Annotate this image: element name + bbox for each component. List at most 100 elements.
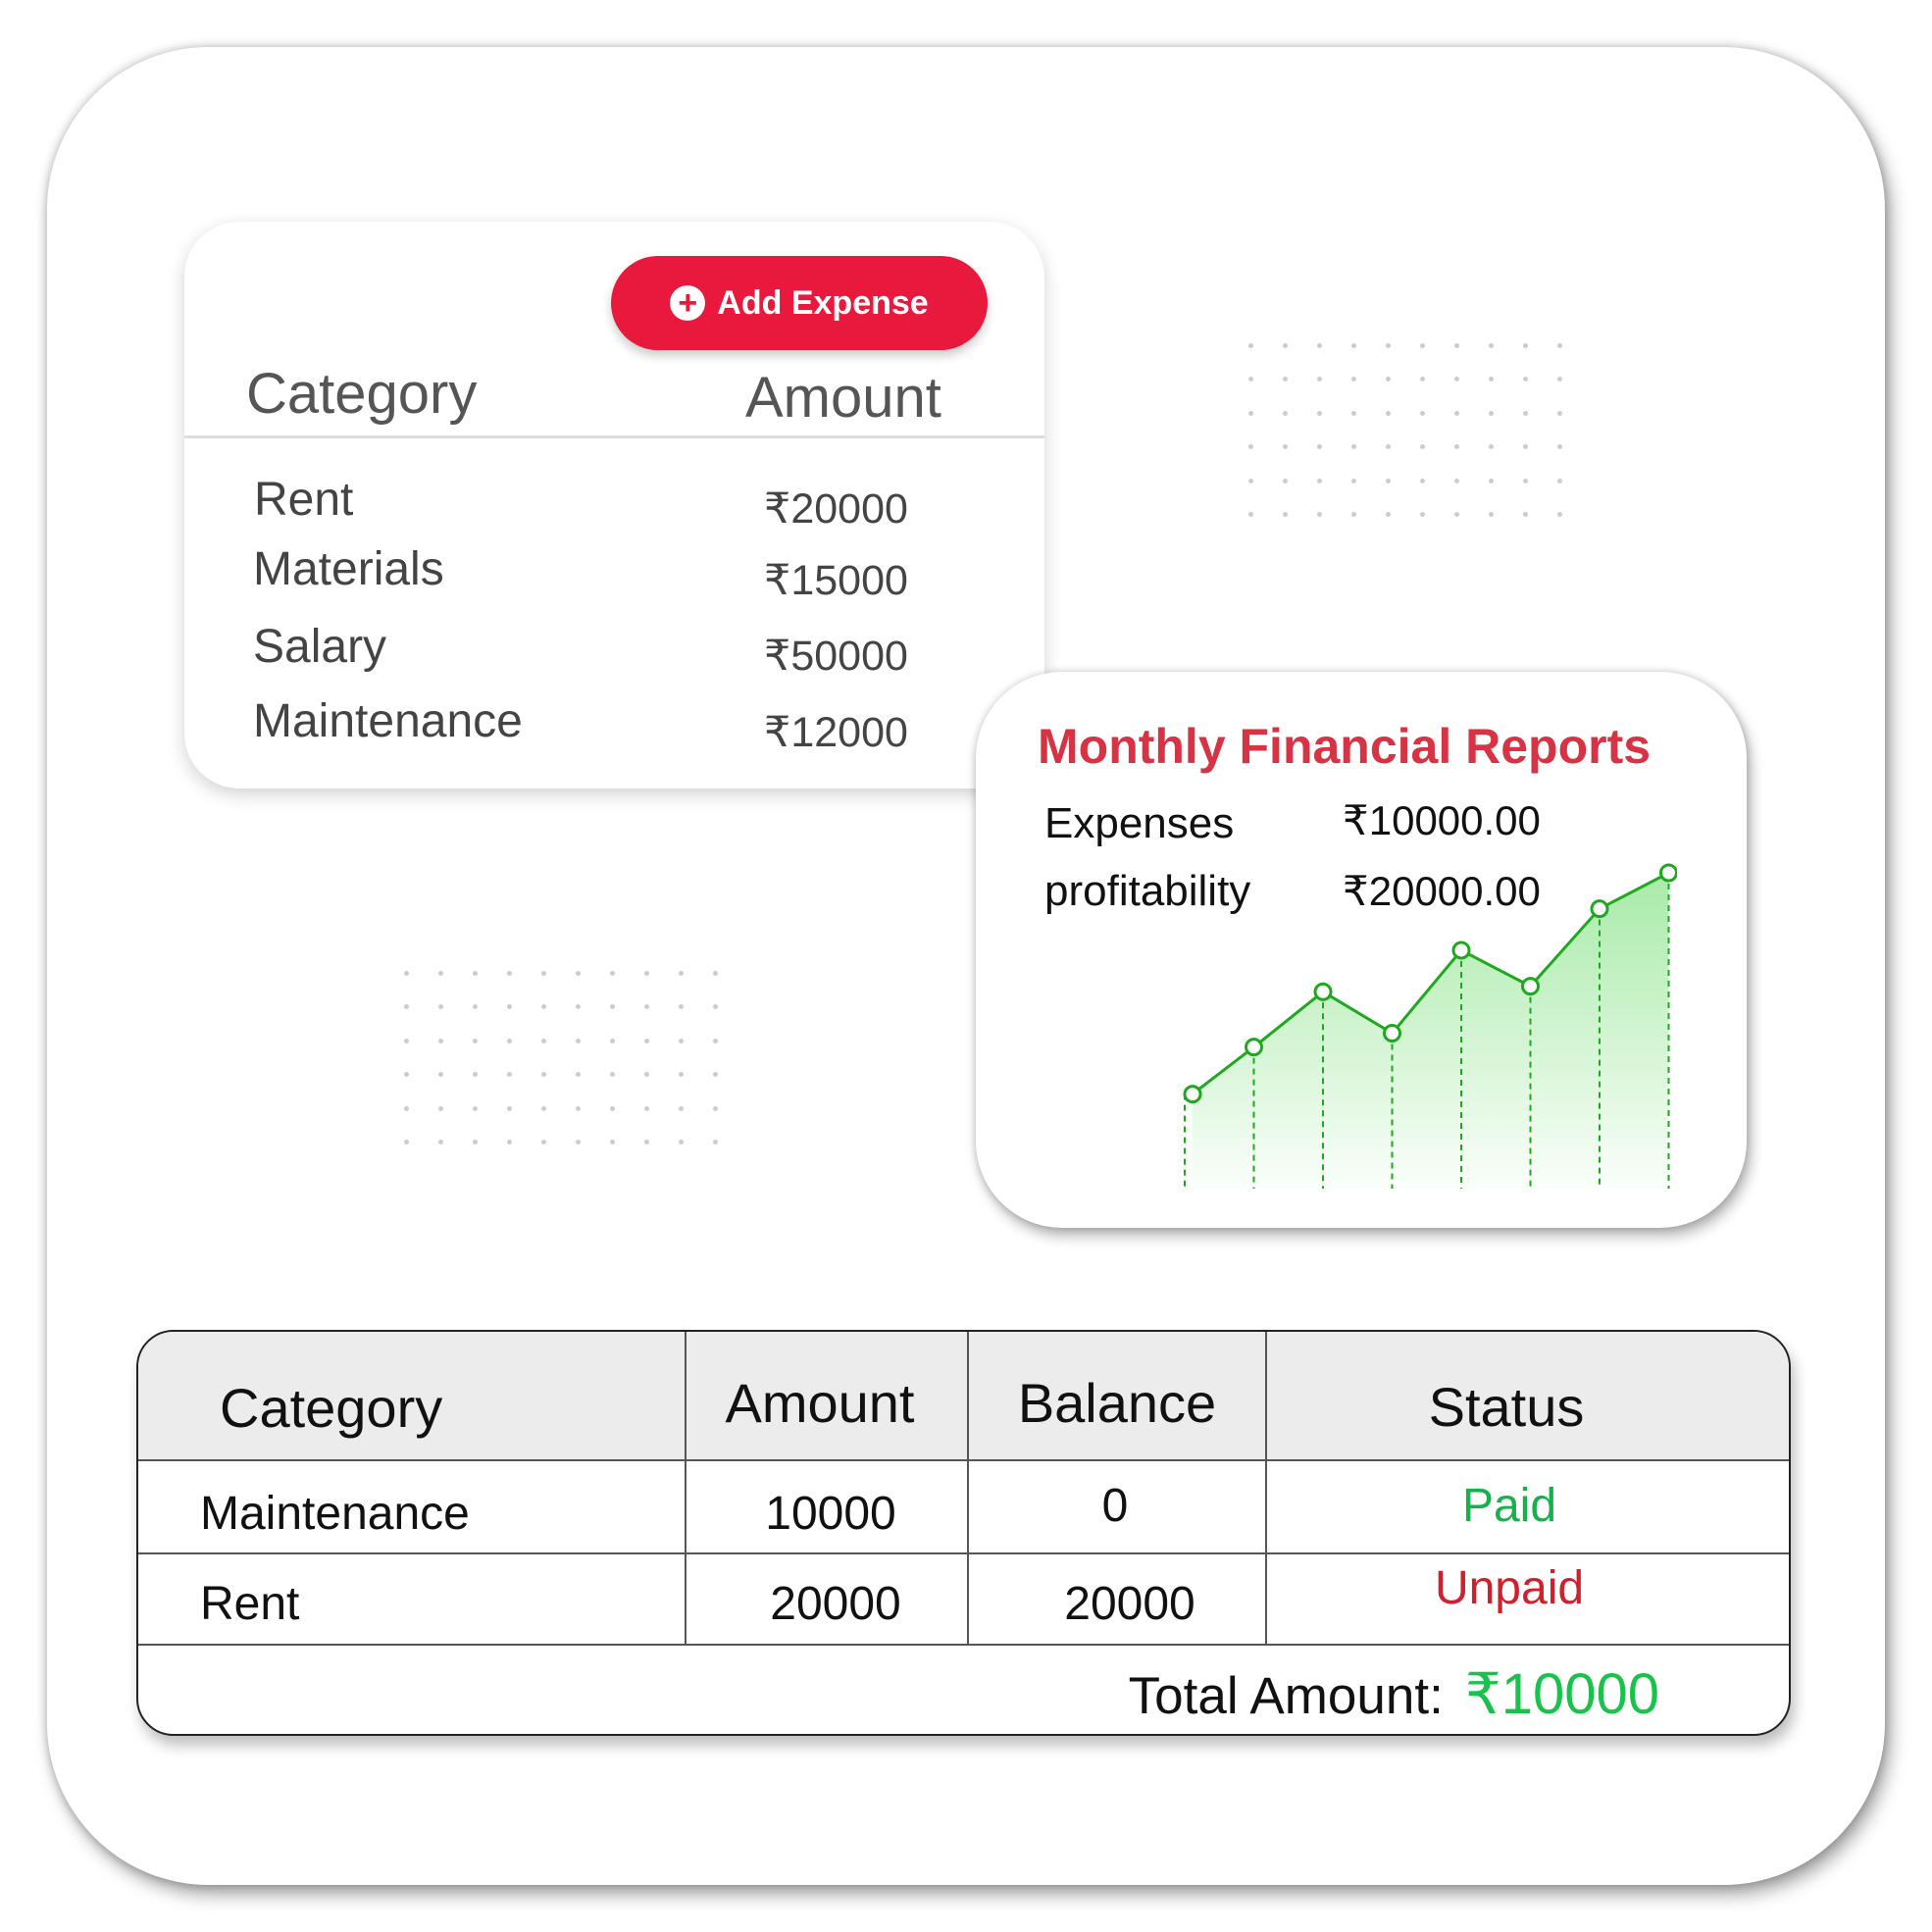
header-divider: [184, 435, 1044, 438]
category-header: Category: [246, 362, 478, 426]
dot: [610, 1038, 615, 1043]
dot: [713, 1072, 718, 1078]
dot: [1557, 410, 1562, 416]
dot: [1317, 444, 1322, 450]
row-divider: [138, 1552, 1789, 1554]
expense-category: Rent: [254, 474, 354, 526]
data-point: [1590, 899, 1609, 919]
dot: [1523, 410, 1528, 416]
dot: [1317, 511, 1322, 517]
dot: [713, 1004, 718, 1010]
summary-table: Category Amount Balance Status Maintenan…: [136, 1330, 1791, 1736]
dot-pattern: [1248, 343, 1592, 545]
plus-circle-icon: +: [670, 285, 706, 321]
dot: [1386, 444, 1391, 450]
dot: [473, 1139, 478, 1144]
table-header: [138, 1332, 1789, 1461]
dot: [1386, 377, 1391, 382]
dot: [1523, 377, 1528, 382]
dot: [679, 1004, 684, 1010]
dot: [644, 1004, 649, 1010]
dot: [1317, 478, 1322, 483]
dot: [541, 1072, 546, 1078]
status-unpaid: Unpaid: [1434, 1562, 1585, 1614]
row-balance: 0: [1101, 1480, 1129, 1532]
dot: [473, 1038, 478, 1043]
profitability-label: profitability: [1044, 867, 1251, 915]
dot: [1351, 377, 1356, 382]
data-point: [1521, 977, 1540, 996]
dot: [404, 971, 409, 976]
dot: [438, 971, 443, 976]
data-point: [1183, 1085, 1202, 1104]
dot: [1317, 343, 1322, 348]
area-fill: [1193, 873, 1669, 1189]
dot: [404, 1072, 409, 1078]
expense-amount: ₹15000: [764, 557, 908, 604]
dot: [1351, 410, 1356, 416]
dot: [507, 1139, 512, 1144]
dot: [1248, 444, 1253, 450]
dot: [1454, 444, 1459, 450]
dot: [679, 971, 684, 976]
expense-category: Materials: [253, 543, 444, 595]
row-balance: 20000: [1064, 1578, 1195, 1630]
dot: [1557, 511, 1562, 517]
row-category: Maintenance: [200, 1488, 470, 1540]
dot: [1420, 377, 1425, 382]
column-divider: [967, 1332, 969, 1646]
dot: [679, 1139, 684, 1144]
trend-chart: [1183, 863, 1677, 1189]
dot: [1523, 444, 1528, 450]
data-point: [1245, 1038, 1263, 1057]
dot: [1557, 478, 1562, 483]
dot: [507, 971, 512, 976]
status-paid: Paid: [1461, 1480, 1557, 1532]
dot: [1283, 410, 1288, 416]
dot: [1386, 343, 1391, 348]
dot: [576, 971, 581, 976]
dot: [404, 1105, 409, 1111]
dot: [1523, 343, 1528, 348]
dot: [576, 1038, 581, 1043]
expense-amount: ₹12000: [764, 709, 908, 756]
total-row: Total Amount: ₹10000: [1129, 1660, 1659, 1727]
expense-category: Maintenance: [253, 695, 523, 747]
dot: [1557, 377, 1562, 382]
dot: [473, 1105, 478, 1111]
dot: [1489, 478, 1494, 483]
dot: [1523, 478, 1528, 483]
dot: [1420, 478, 1425, 483]
dot: [679, 1105, 684, 1111]
dot: [644, 1072, 649, 1078]
dot: [1248, 511, 1253, 517]
column-divider: [685, 1332, 686, 1646]
dot: [438, 1139, 443, 1144]
dot: [404, 1139, 409, 1144]
dot: [1489, 410, 1494, 416]
dot: [610, 971, 615, 976]
dot: [507, 1038, 512, 1043]
dot: [610, 1139, 615, 1144]
dot: [610, 1105, 615, 1111]
dot: [1420, 343, 1425, 348]
dot: [1248, 410, 1253, 416]
dot: [541, 1004, 546, 1010]
dot: [1248, 343, 1253, 348]
dot: [438, 1038, 443, 1043]
row-category: Rent: [200, 1578, 300, 1630]
data-point: [1451, 941, 1471, 960]
dot: [576, 1105, 581, 1111]
dot: [438, 1072, 443, 1078]
dot: [679, 1038, 684, 1043]
dot: [1454, 377, 1459, 382]
dot: [1489, 343, 1494, 348]
header-amount: Amount: [725, 1372, 915, 1434]
dot: [713, 1105, 718, 1111]
dot: [1454, 343, 1459, 348]
add-expense-button[interactable]: + Add Expense: [611, 256, 988, 350]
data-point: [1659, 863, 1677, 883]
dot: [610, 1072, 615, 1078]
dot: [507, 1105, 512, 1111]
dot: [1386, 478, 1391, 483]
